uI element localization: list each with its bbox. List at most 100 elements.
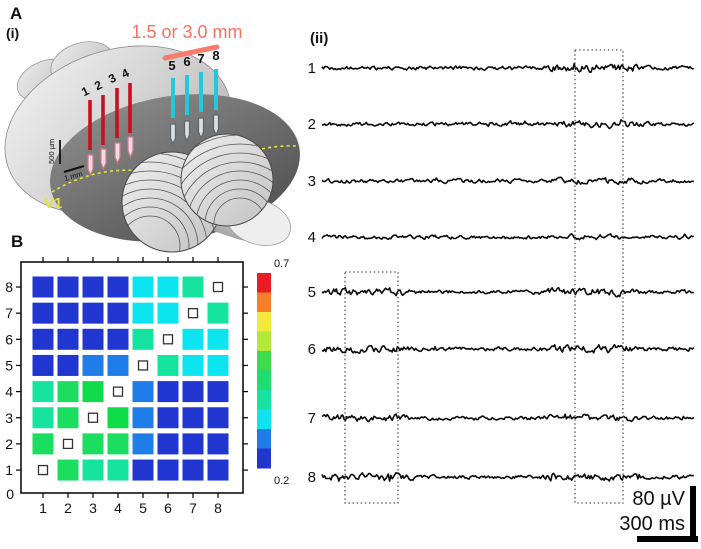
y-axis-label: 2 [5,436,13,452]
pink-hollow-3 [114,142,121,165]
matrix-cell [107,433,129,455]
panel-a-ii-letter: (ii) [310,30,328,47]
matrix-cell [107,407,129,429]
trace-waveform [321,62,694,73]
matrix-cell [57,354,79,376]
matrix-cell [32,407,54,429]
x-axis-label: 6 [164,500,172,516]
x-axis-label: 5 [139,500,147,516]
matrix-cell [82,328,104,350]
y-axis-label: 4 [5,384,13,400]
matrix-cell [82,354,104,376]
matrix-cell [82,433,104,455]
matrix-cell [182,381,204,403]
trace-waveform [321,343,695,355]
matrix-cell [32,302,54,324]
trace-label: 8 [308,469,316,486]
trace-label: 4 [308,229,316,246]
matrix-cell [157,381,179,403]
time-scalebar [637,536,698,542]
matrix-cell [157,302,179,324]
matrix-cell [132,433,154,455]
cyan-electrode-label-7: 7 [197,51,204,66]
matrix-cell [207,302,229,324]
trace-label: 3 [308,173,316,190]
matrix-cell [132,407,154,429]
matrix-cell [82,276,104,298]
traces-plot-area: 1 2 3 4 5 6 7 8 [308,60,695,486]
trace-waveform [321,119,695,130]
matrix-cell [32,328,54,350]
pink-hollow-2 [100,148,107,171]
trace-label: 7 [308,410,316,427]
matrix-cell [132,276,154,298]
matrix-cell [132,302,154,324]
gray-hollow-electrodes [169,114,220,146]
matrix-cell [207,459,229,481]
matrix-cell [157,354,179,376]
distance-label: 1.5 or 3.0 mm [131,22,242,42]
matrix-diagonal-marker [187,308,199,319]
matrix-diagonal-marker [62,438,74,450]
y-axis-label: 7 [5,305,13,321]
matrix-cell [82,459,104,481]
matrix-cell [82,381,104,403]
trace-waveform [321,233,695,241]
gray-hollow-7 [197,117,205,140]
matrix-cell [182,433,204,455]
matrix-cell [32,381,54,403]
cyan-electrode-label-6: 6 [183,54,190,69]
colorbar-segment [257,448,271,469]
x-axis-label: 1 [39,500,47,516]
trace-label: 6 [308,341,316,358]
cyan-electrode-label-5: 5 [168,58,175,73]
matrix-cell [32,433,54,455]
y-axis-label: 6 [5,331,13,347]
x-axis-label: 2 [64,500,72,516]
x-axis-label: 7 [189,500,197,516]
trace-label: 5 [308,284,316,301]
trace-waveform [321,471,694,482]
panel-a-brain-schematic: 500 µm 1 mm 1 2 3 4 5 6 [4,4,300,253]
colorbar-segment [257,429,271,449]
matrix-cell [207,381,229,403]
y-axis-label: 8 [5,279,13,295]
y-axis-label: 5 [5,357,13,373]
depth-scalebar-label: 500 µm [47,139,56,164]
pink-hollow-4 [127,136,134,159]
panel-a-i-letter: (i) [6,25,19,41]
gray-hollow-5 [169,123,177,146]
matrix-cell [57,459,79,481]
matrix-cell [107,354,129,376]
colorbar-segment [257,331,271,352]
gray-hollow-8 [212,114,220,137]
panel-b-correlation-matrix: 1 8 2 7 3 6 4 5 5 4 6 3 7 2 8 1 0.7 0.2 0 [5,257,289,516]
colorbar-segment [257,312,271,332]
y-axis-label: 1 [5,462,13,478]
colorbar-segment [257,351,271,371]
matrix-cell [182,459,204,481]
colorbar-top-label: 0.7 [274,258,289,270]
matrix-cell [57,407,79,429]
colorbar-segment [257,370,271,391]
matrix-cell [82,302,104,324]
matrix-diagonal-marker [212,281,224,293]
cyan-electrode-label-8: 8 [212,48,219,63]
colorbar-segment [257,390,271,410]
matrix-cell [132,459,154,481]
panel-aii-traces: (ii) 1 2 3 4 5 6 7 8 80 µV 300 ms [308,30,698,542]
matrix-cell [157,459,179,481]
matrix-cell [57,328,79,350]
matrix-cell [107,276,129,298]
matrix-cell [182,328,204,350]
matrix-cell [107,328,129,350]
matrix-cell [132,328,154,350]
trace-waveform [321,413,695,423]
matrix-diagonal-marker [162,334,174,345]
matrix-cell [182,276,204,298]
voltage-scalebar [690,486,696,542]
v1-label: V1 [44,195,62,212]
cyan-electrode-group: 5 6 7 8 [168,48,220,118]
matrix-diagonal-marker [137,360,149,371]
